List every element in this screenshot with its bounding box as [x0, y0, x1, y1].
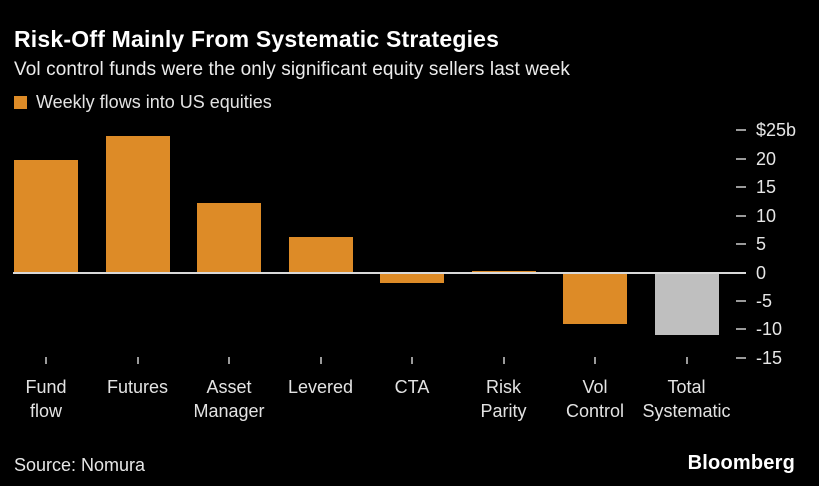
- y-axis-tick: [736, 243, 746, 246]
- y-axis-tick: [736, 214, 746, 217]
- y-axis-tick: [736, 157, 746, 160]
- x-axis-label-asset-manager: Asset Manager: [193, 377, 265, 421]
- x-axis-label-fund-flow: Fund flow: [25, 377, 67, 421]
- x-axis-label-levered: Levered: [287, 377, 354, 397]
- x-axis-label-cta: CTA: [394, 377, 430, 397]
- y-axis-label: -5: [756, 290, 773, 311]
- x-axis-tick: [685, 357, 688, 364]
- y-axis-label: 10: [756, 205, 777, 226]
- x-axis-tick: [319, 357, 322, 364]
- x-axis-tick: [45, 357, 47, 364]
- y-axis-tick: [736, 186, 746, 189]
- x-axis-tick: [411, 357, 413, 364]
- y-axis-label: 15: [756, 177, 777, 198]
- chart-title: Risk-Off Mainly From Systematic Strategi…: [14, 26, 500, 52]
- y-axis-tick: [736, 328, 746, 331]
- y-axis-tick: [736, 129, 746, 132]
- bloomberg-logo: Bloomberg: [687, 452, 795, 474]
- y-axis-label: 5: [756, 234, 767, 255]
- bar-cta: [380, 272, 444, 283]
- bar-levered: [288, 236, 353, 273]
- legend-label: Weekly flows into US equities: [36, 92, 272, 112]
- x-axis-tick: [228, 357, 230, 364]
- legend: Weekly flows into US equities: [14, 92, 272, 113]
- source-note: Source: Nomura: [14, 455, 146, 475]
- x-axis-tick: [502, 357, 505, 364]
- bar-fund-flow: [14, 160, 78, 273]
- y-axis-label: $25b: [756, 120, 797, 141]
- bar-futures: [105, 135, 170, 273]
- x-axis-label-total-systematic: Total Systematic: [642, 377, 731, 421]
- zero-baseline: [13, 271, 746, 274]
- chart-subtitle: Vol control funds were the only signific…: [14, 59, 570, 80]
- legend-swatch-icon: [14, 96, 27, 109]
- x-axis-tick: [136, 357, 139, 364]
- y-axis-label: 0: [756, 262, 767, 283]
- y-axis-label: -15: [756, 347, 783, 368]
- y-axis-label: -10: [756, 319, 783, 340]
- y-axis-tick: [736, 356, 746, 359]
- x-axis-tick: [594, 357, 596, 364]
- y-axis-tick: [736, 299, 746, 302]
- bar-vol-control: [563, 272, 627, 324]
- x-axis-label-futures: Futures: [106, 377, 169, 397]
- x-axis-label-risk-parity: Risk Parity: [480, 377, 527, 421]
- bar-total-systematic: [654, 272, 719, 336]
- y-axis-label: 20: [756, 148, 777, 169]
- bar-asset-manager: [197, 202, 261, 273]
- x-axis-label-vol-control: Vol Control: [565, 377, 625, 421]
